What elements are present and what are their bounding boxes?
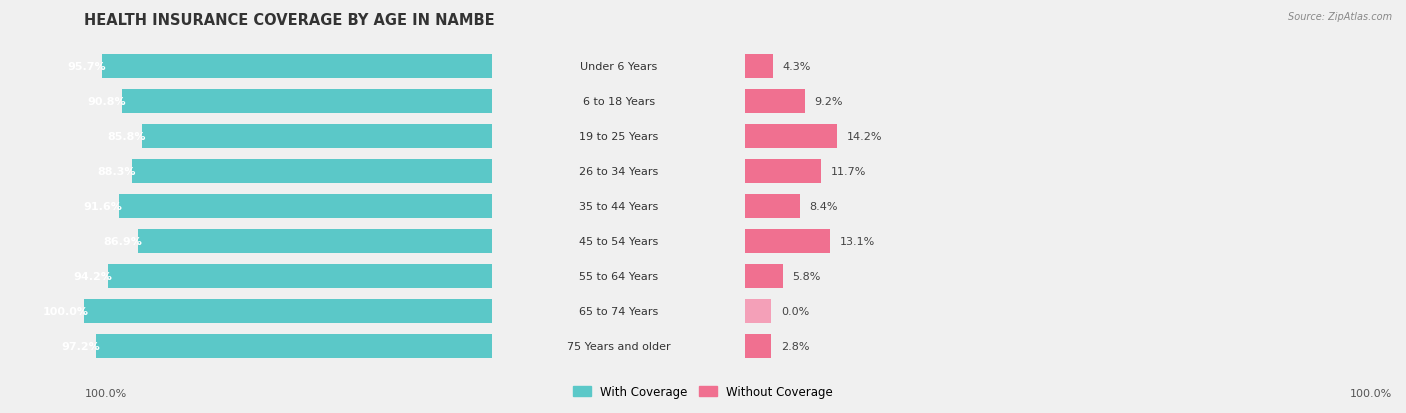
Bar xyxy=(132,160,492,183)
Bar xyxy=(0,224,745,259)
Text: Under 6 Years: Under 6 Years xyxy=(581,62,657,72)
Text: 9.2%: 9.2% xyxy=(814,97,842,107)
Bar xyxy=(138,230,492,253)
Legend: With Coverage, Without Coverage: With Coverage, Without Coverage xyxy=(568,381,838,403)
Bar xyxy=(118,195,492,218)
Bar xyxy=(0,259,745,294)
Bar xyxy=(0,154,745,189)
Bar xyxy=(745,160,821,183)
Bar xyxy=(745,55,773,79)
Text: 0.0%: 0.0% xyxy=(780,306,808,316)
Text: 55 to 64 Years: 55 to 64 Years xyxy=(579,271,658,281)
Bar xyxy=(492,259,1308,294)
Bar xyxy=(0,189,745,224)
Bar xyxy=(745,230,830,253)
Bar xyxy=(0,119,745,154)
Text: 19 to 25 Years: 19 to 25 Years xyxy=(579,132,658,142)
Text: 88.3%: 88.3% xyxy=(97,166,136,177)
Bar xyxy=(745,125,837,149)
Text: 100.0%: 100.0% xyxy=(1350,388,1392,398)
Bar xyxy=(84,299,492,323)
Text: 11.7%: 11.7% xyxy=(831,166,866,177)
Bar xyxy=(745,299,770,323)
Text: HEALTH INSURANCE COVERAGE BY AGE IN NAMBE: HEALTH INSURANCE COVERAGE BY AGE IN NAMB… xyxy=(84,13,495,28)
Bar xyxy=(122,90,492,114)
Text: 8.4%: 8.4% xyxy=(810,202,838,211)
Text: 95.7%: 95.7% xyxy=(67,62,105,72)
Text: 100.0%: 100.0% xyxy=(84,388,127,398)
Bar xyxy=(492,329,1308,363)
Text: 13.1%: 13.1% xyxy=(839,236,875,247)
Bar xyxy=(0,50,745,84)
Bar xyxy=(492,119,1308,154)
Text: 75 Years and older: 75 Years and older xyxy=(567,341,671,351)
Text: 86.9%: 86.9% xyxy=(103,236,142,247)
Text: 5.8%: 5.8% xyxy=(793,271,821,281)
Text: 100.0%: 100.0% xyxy=(42,306,89,316)
Bar xyxy=(101,55,492,79)
Text: 94.2%: 94.2% xyxy=(73,271,112,281)
Bar xyxy=(492,224,1308,259)
Bar xyxy=(0,329,745,363)
Text: 90.8%: 90.8% xyxy=(87,97,127,107)
Bar xyxy=(108,264,492,288)
Bar xyxy=(142,125,492,149)
Bar xyxy=(0,294,745,329)
Bar xyxy=(492,154,1308,189)
Bar xyxy=(745,334,770,358)
Text: 85.8%: 85.8% xyxy=(108,132,146,142)
Bar xyxy=(492,294,1308,329)
Bar xyxy=(745,264,783,288)
Text: Source: ZipAtlas.com: Source: ZipAtlas.com xyxy=(1288,12,1392,22)
Bar xyxy=(96,334,492,358)
Bar xyxy=(0,84,745,119)
Bar xyxy=(492,84,1308,119)
Text: 65 to 74 Years: 65 to 74 Years xyxy=(579,306,658,316)
Bar xyxy=(745,90,804,114)
Text: 4.3%: 4.3% xyxy=(783,62,811,72)
Text: 2.8%: 2.8% xyxy=(780,341,810,351)
Text: 6 to 18 Years: 6 to 18 Years xyxy=(582,97,655,107)
Text: 91.6%: 91.6% xyxy=(84,202,122,211)
Text: 14.2%: 14.2% xyxy=(846,132,882,142)
Bar xyxy=(745,195,800,218)
Text: 26 to 34 Years: 26 to 34 Years xyxy=(579,166,658,177)
Text: 97.2%: 97.2% xyxy=(60,341,100,351)
Text: 35 to 44 Years: 35 to 44 Years xyxy=(579,202,658,211)
Text: 45 to 54 Years: 45 to 54 Years xyxy=(579,236,658,247)
Bar xyxy=(492,50,1308,84)
Bar xyxy=(492,189,1308,224)
